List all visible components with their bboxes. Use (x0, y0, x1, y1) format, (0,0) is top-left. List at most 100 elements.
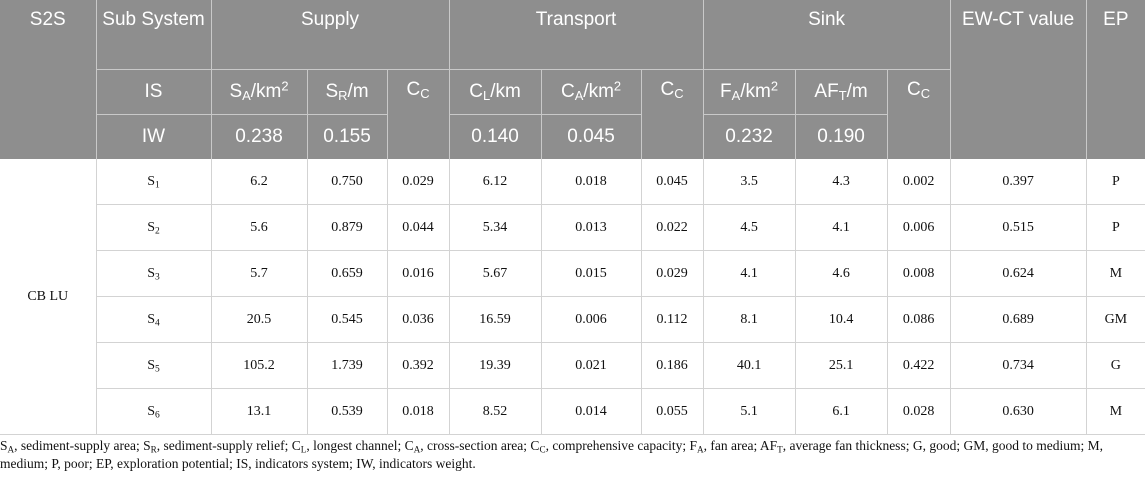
header-cc-supply: CC (386, 68, 450, 159)
cell-sr: 0.539 (306, 388, 387, 435)
cell-sr: 0.545 (306, 296, 387, 343)
weight-ca: 0.045 (540, 113, 642, 159)
cell-fa: 4.1 (702, 250, 796, 297)
cell-ca: 0.014 (540, 388, 642, 435)
cell-cc-transport: 0.112 (640, 296, 704, 343)
header-iw: IW (95, 113, 211, 159)
cell-sr: 0.879 (306, 204, 387, 251)
cell-cc-transport: 0.186 (640, 342, 704, 389)
cell-cl: 5.34 (448, 204, 542, 251)
cell-aft: 4.6 (794, 250, 888, 297)
table-row: S6 13.1 0.539 0.018 8.52 0.014 0.055 5.1… (0, 388, 1145, 435)
cell-ca: 0.006 (540, 296, 642, 343)
footnote-ca: CA, cross-section area; (404, 438, 531, 455)
cell-ep: P (1085, 159, 1145, 205)
cell-cc-sink: 0.008 (886, 250, 951, 297)
cell-aft: 10.4 (794, 296, 888, 343)
cell-fa: 40.1 (702, 342, 796, 389)
header-s2s: S2S (0, 0, 96, 159)
weight-fa: 0.232 (702, 113, 796, 159)
cell-subsystem: S3 (95, 250, 211, 297)
cell-sa: 5.6 (210, 204, 307, 251)
cell-ewct: 0.624 (949, 250, 1087, 297)
header-cc-transport: CC (640, 68, 704, 159)
cell-cc-sink: 0.086 (886, 296, 951, 343)
table-footnote: SA, sediment-supply area; SR, sediment-s… (0, 437, 1135, 473)
cell-cl: 6.12 (448, 159, 542, 205)
cell-ewct: 0.689 (949, 296, 1087, 343)
header-indicator-ca: CA/km2 (540, 68, 642, 114)
cell-cc-supply: 0.029 (386, 159, 450, 205)
header-sub-system: Sub System (95, 0, 211, 69)
cell-sa: 20.5 (210, 296, 307, 343)
header-indicator-cl: CL/km (448, 68, 542, 114)
cell-ewct: 0.630 (949, 388, 1087, 435)
cell-subsystem: S5 (95, 342, 211, 389)
cell-cc-sink: 0.002 (886, 159, 951, 205)
cell-ca: 0.013 (540, 204, 642, 251)
cell-sa: 6.2 (210, 159, 307, 205)
cell-sa: 5.7 (210, 250, 307, 297)
cell-fa: 4.5 (702, 204, 796, 251)
cell-cc-supply: 0.392 (386, 342, 450, 389)
table-row: S2 5.6 0.879 0.044 5.34 0.013 0.022 4.5 … (0, 204, 1145, 251)
data-table: S2S Sub System Supply Transport Sink EW-… (0, 0, 1145, 435)
weight-sr: 0.155 (306, 113, 387, 159)
cell-ewct: 0.397 (949, 159, 1087, 205)
cell-cl: 16.59 (448, 296, 542, 343)
cell-aft: 4.1 (794, 204, 888, 251)
table-row: S5 105.2 1.739 0.392 19.39 0.021 0.186 4… (0, 342, 1145, 389)
header-transport: Transport (448, 0, 704, 69)
cell-cc-sink: 0.422 (886, 342, 951, 389)
header-sink: Sink (702, 0, 951, 69)
footnote-cl: CL, longest channel; (291, 438, 405, 455)
cell-fa: 5.1 (702, 388, 796, 435)
footnote-cc: CC, comprehensive capacity; (530, 438, 690, 455)
group-label: CB LU (0, 159, 96, 435)
header-ewct-value: EW-CT value (949, 0, 1087, 159)
cell-fa: 8.1 (702, 296, 796, 343)
cell-subsystem: S1 (95, 159, 211, 205)
cell-aft: 4.3 (794, 159, 888, 205)
header-cc-sink: CC (886, 68, 951, 159)
cell-ep: GM (1085, 296, 1145, 343)
cell-ewct: 0.734 (949, 342, 1087, 389)
cell-cc-transport: 0.029 (640, 250, 704, 297)
header-indicator-sr: SR/m (306, 68, 387, 114)
footnote-sr: SR, sediment-supply relief; (143, 438, 292, 455)
cell-sa: 13.1 (210, 388, 307, 435)
cell-cc-sink: 0.006 (886, 204, 951, 251)
cell-cl: 19.39 (448, 342, 542, 389)
table-body: CB LU S1 6.2 0.750 0.029 6.12 0.018 0.04… (0, 159, 1145, 435)
header-supply: Supply (210, 0, 450, 69)
cell-ca: 0.015 (540, 250, 642, 297)
table-row: S3 5.7 0.659 0.016 5.67 0.015 0.029 4.1 … (0, 250, 1145, 297)
cell-sr: 0.750 (306, 159, 387, 205)
cell-aft: 25.1 (794, 342, 888, 389)
cell-subsystem: S2 (95, 204, 211, 251)
cell-cl: 5.67 (448, 250, 542, 297)
cell-sr: 1.739 (306, 342, 387, 389)
header-indicator-sa: SA/km2 (210, 68, 307, 114)
cell-ep: G (1085, 342, 1145, 389)
cell-sa: 105.2 (210, 342, 307, 389)
footnote-fa: FA, fan area; (689, 438, 760, 455)
cell-cl: 8.52 (448, 388, 542, 435)
cell-subsystem: S4 (95, 296, 211, 343)
header-is: IS (95, 68, 211, 114)
cell-subsystem: S6 (95, 388, 211, 435)
header-indicator-fa: FA/km2 (702, 68, 796, 114)
table-row: CB LU S1 6.2 0.750 0.029 6.12 0.018 0.04… (0, 159, 1145, 435)
cell-ep: M (1085, 250, 1145, 297)
weight-aft: 0.190 (794, 113, 888, 159)
cell-cc-supply: 0.016 (386, 250, 450, 297)
cell-cc-supply: 0.018 (386, 388, 450, 435)
cell-sr: 0.659 (306, 250, 387, 297)
cell-aft: 6.1 (794, 388, 888, 435)
cell-ca: 0.021 (540, 342, 642, 389)
weight-sa: 0.238 (210, 113, 307, 159)
cell-cc-supply: 0.044 (386, 204, 450, 251)
cell-ca: 0.018 (540, 159, 642, 205)
cell-ep: P (1085, 204, 1145, 251)
cell-fa: 3.5 (702, 159, 796, 205)
